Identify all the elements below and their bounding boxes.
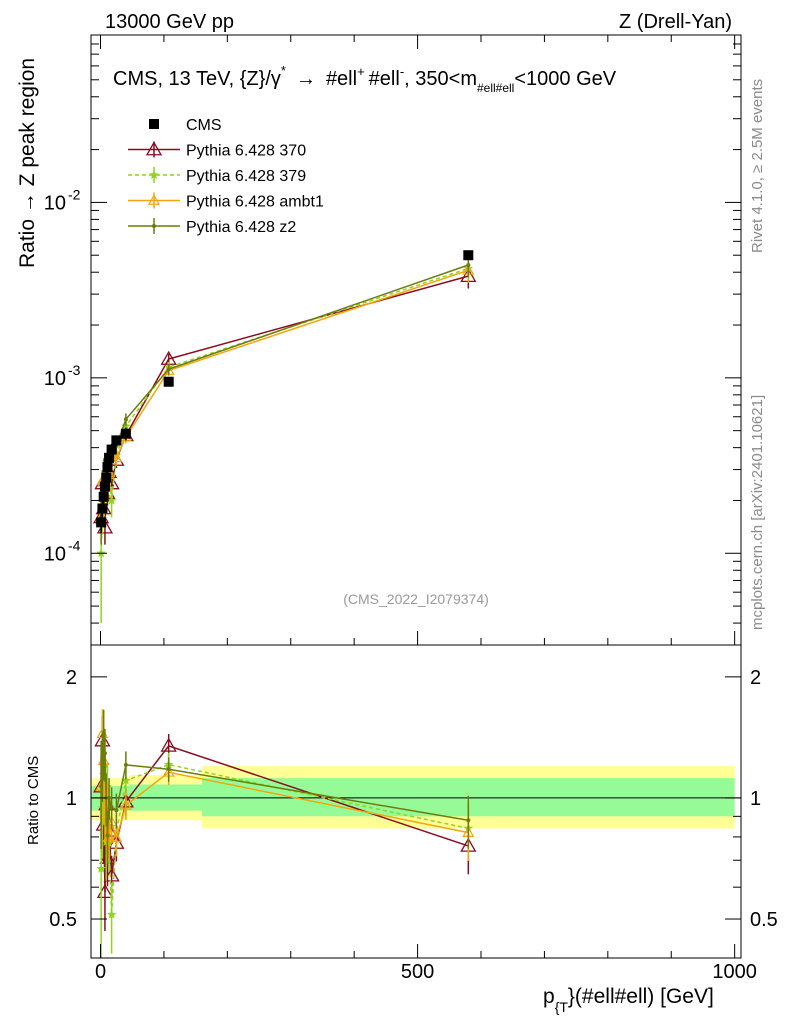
- legend-cms-marker: [149, 119, 159, 129]
- legend-marker-p370: [145, 141, 163, 156]
- series-p379-ratio-point-0: [96, 863, 106, 873]
- title-minus: -: [400, 64, 404, 79]
- series-p379-ratio-point-9: [121, 775, 131, 785]
- title-range-b: <1000 GeV: [514, 68, 616, 90]
- x-label-sub: {T: [555, 999, 569, 1015]
- ratio-series-layer: [93, 709, 477, 958]
- rivet-label: Rivet 4.1.0, ≥ 2.5M events: [749, 79, 766, 253]
- series-z2-point-11: [466, 262, 471, 267]
- legend-label-p370: Pythia 6.428 370: [186, 143, 306, 160]
- series-p379-ratio-point-7: [106, 909, 117, 919]
- ratio-tick-label-left-2: 2: [66, 667, 77, 689]
- series-z2-ratio-point-8: [114, 808, 119, 813]
- y-tick-exponent-2: -2: [68, 186, 81, 202]
- title-lepton1: #ell: [326, 68, 357, 90]
- y-tick-exponent-0: -4: [68, 537, 81, 553]
- y-tick-base-1: 10: [44, 368, 66, 390]
- cms-point-2: [98, 491, 109, 502]
- series-ambt1-ratio-point-9: [119, 799, 132, 810]
- ratio-y-axis-label: Ratio to CMS: [25, 756, 42, 845]
- series-ambt1-ratio-point-8: [110, 831, 123, 843]
- legend: CMS Pythia 6.428 370 Pythia 6.428 379 Pythi…: [128, 117, 324, 236]
- y-tick-label-0: 10: [44, 543, 66, 565]
- series-ambt1-line: [100, 269, 469, 518]
- legend-label-ambt1: Pythia 6.428 ambt1: [186, 194, 324, 211]
- y-tick-label-2: 10: [44, 192, 66, 214]
- cms-point-5: [102, 462, 113, 473]
- series-p370-line: [100, 275, 469, 528]
- series-z2-ratio-point-5: [105, 833, 110, 838]
- x-tick-label-1: 500: [401, 961, 434, 983]
- x-label-main: p: [543, 985, 555, 1008]
- mcplots-label: mcplots.cern.ch [arXiv:2401.10621]: [749, 395, 766, 630]
- legend-marker-z2: [152, 224, 156, 228]
- cms-point-11: [463, 250, 474, 261]
- cms-point-4: [101, 472, 112, 483]
- cms-point-0: [96, 517, 107, 528]
- analysis-watermark: (CMS_2022_I2079374): [343, 591, 489, 607]
- cms-point-8: [111, 435, 122, 446]
- main-series-layer: [93, 250, 477, 624]
- legend-marker-p379: [149, 170, 159, 179]
- title-lepton2: #ell: [369, 68, 400, 90]
- series-z2-point-9: [123, 417, 128, 422]
- ratio-tick-label-left-0: 0.5: [49, 909, 77, 931]
- y-tick-base-0: 10: [44, 543, 66, 565]
- title-star: *: [281, 63, 286, 78]
- series-p379-point-7: [106, 495, 117, 505]
- ratio-tick-label-right-1: 1: [750, 788, 761, 810]
- y-tick-base-2: 10: [44, 192, 66, 214]
- x-tick-label-0: 0: [95, 961, 106, 983]
- axis-ticks: [91, 34, 741, 959]
- ratio-bands: [91, 766, 741, 829]
- ratio-tick-label-right-2: 2: [750, 667, 761, 689]
- series-z2-point-10: [166, 367, 171, 372]
- legend-cms-label: CMS: [186, 117, 222, 134]
- series-z2-ratio-point-7: [109, 805, 114, 810]
- header-right: Z (Drell-Yan): [619, 11, 732, 33]
- legend-label-p379: Pythia 6.428 379: [186, 168, 306, 185]
- ratio-tick-label-right-0: 0.5: [750, 909, 778, 931]
- series-z2-ratio-point-9: [123, 762, 128, 767]
- series-z2-ratio-point-3: [102, 751, 107, 756]
- ratio-tick-label-left-1: 1: [66, 788, 77, 810]
- series-z2-ratio-point-10: [166, 767, 171, 772]
- title-plus: +: [357, 64, 365, 79]
- cms-point-10: [163, 376, 174, 387]
- series-p379-ratio-line: [100, 763, 469, 915]
- series-z2-ratio-point-11: [466, 818, 471, 823]
- x-tick-label-2: 1000: [712, 961, 757, 983]
- legend-marker-ambt1: [147, 194, 161, 205]
- plot-title: CMS, 13 TeV, {Z}/γ* → #ell+ #ell-, 350<m#el…: [113, 63, 617, 95]
- header-left: 13000 GeV pp: [105, 11, 234, 33]
- series-p379-line: [100, 267, 469, 554]
- x-axis-label: p{T}(#ell#ell) [GeV]: [543, 985, 714, 1015]
- legend-label-z2: Pythia 6.428 z2: [186, 219, 296, 236]
- cms-point-3: [99, 481, 110, 492]
- cms-point-9: [120, 428, 131, 439]
- x-label-rest: }(#ell#ell) [GeV]: [568, 985, 714, 1008]
- cms-point-1: [97, 503, 108, 514]
- y-tick-label-1: 10: [44, 368, 66, 390]
- cms-point-7: [106, 444, 117, 455]
- title-range-a: , 350<m: [404, 68, 477, 90]
- y-tick-exponent-1: -3: [68, 362, 81, 378]
- series-p370-ratio-point-10: [160, 737, 177, 752]
- title-main: CMS, 13 TeV, {Z}/γ: [113, 68, 281, 90]
- series-p370-ratio-point-7: [103, 867, 120, 882]
- series-p379-point-9: [121, 421, 131, 431]
- y-axis-label: Ratio → Z peak region: [16, 58, 39, 268]
- ratio-frame: [90, 644, 742, 959]
- title-arrow: →: [296, 68, 316, 90]
- title-subscript: #ell#ell: [477, 81, 514, 95]
- series-z2-ratio-point-6: [107, 795, 112, 800]
- cms-point-6: [104, 452, 115, 463]
